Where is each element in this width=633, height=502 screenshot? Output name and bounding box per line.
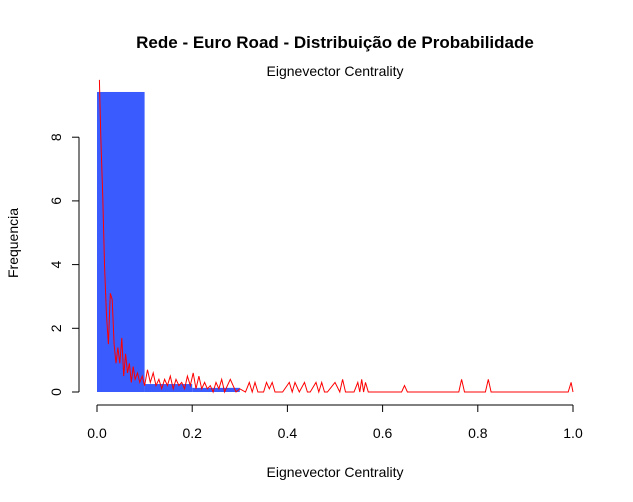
x-tick-label: 1.0 [563, 425, 583, 441]
y-tick-label: 4 [48, 260, 64, 268]
y-tick-label: 8 [48, 133, 64, 141]
y-axis: 0 2 4 6 8 [48, 133, 80, 396]
y-tick-label: 0 [48, 388, 64, 396]
y-tick-label: 2 [48, 324, 64, 332]
histogram-bar [144, 384, 193, 392]
density-line [98, 79, 574, 394]
x-axis: 0.0 0.2 0.4 0.6 0.8 1.0 [87, 404, 583, 441]
chart-subtitle: Eignevector Centrality [267, 63, 404, 79]
x-tick-label: 0.4 [278, 425, 298, 441]
x-tick-label: 0.6 [373, 425, 393, 441]
x-tick-label: 0.8 [468, 425, 488, 441]
histogram-bars [97, 91, 240, 393]
x-tick-label: 0.2 [182, 425, 202, 441]
y-axis-label: Frequencia [5, 208, 21, 278]
histogram-bar [97, 91, 145, 393]
histogram-bar [192, 387, 240, 392]
x-tick-label: 0.0 [87, 425, 107, 441]
chart-title: Rede - Euro Road - Distribuição de Proba… [136, 33, 534, 52]
x-axis-label: Eignevector Centrality [267, 464, 404, 480]
y-tick-label: 6 [48, 197, 64, 205]
